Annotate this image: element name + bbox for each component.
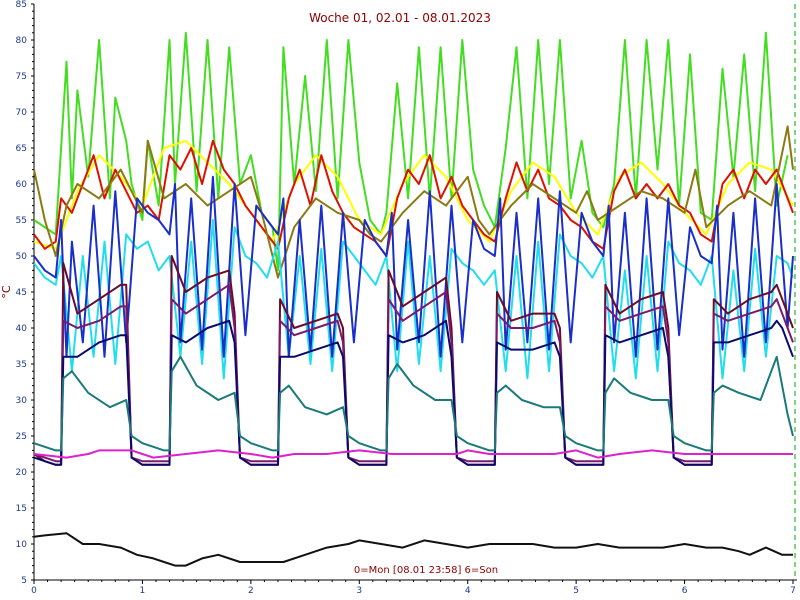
x-tick-label: 5 <box>573 586 579 596</box>
y-tick-label: 50 <box>16 252 28 262</box>
y-tick-label: 20 <box>16 468 28 478</box>
y-tick-label: 80 <box>16 36 28 46</box>
y-tick-label: 75 <box>16 72 27 82</box>
y-tick-label: 10 <box>16 540 28 550</box>
series-line-1 <box>33 31 789 272</box>
x-tick-label: 1 <box>140 586 146 596</box>
y-tick-label: 30 <box>16 396 28 406</box>
y-tick-label: 60 <box>16 180 28 190</box>
x-tick-label: 0 <box>31 586 37 596</box>
x-tick-label: 2 <box>248 586 254 596</box>
series-line-6 <box>33 175 794 358</box>
y-tick-label: 40 <box>16 324 28 334</box>
series-line-4 <box>33 125 794 279</box>
series-line-9 <box>33 319 794 466</box>
series-lines <box>33 31 794 567</box>
y-tick-label: 15 <box>16 504 27 514</box>
series-line-2 <box>33 139 794 250</box>
series-line-12 <box>33 532 793 567</box>
footnote: 0=Mon [08.01 23:58] 6=Son <box>354 565 498 576</box>
y-tick-label: 25 <box>16 432 27 442</box>
series-line-3 <box>33 139 794 257</box>
y-tick-label: 55 <box>16 216 27 226</box>
series-line-11 <box>33 449 793 459</box>
x-tick-label: 7 <box>790 586 796 596</box>
y-tick-label: 45 <box>16 288 27 298</box>
x-tick-label: 4 <box>465 586 471 596</box>
y-axis-label: °C <box>0 285 13 299</box>
series-line-5 <box>33 219 794 380</box>
y-tick-label: 65 <box>16 144 27 154</box>
y-tick-label: 5 <box>21 576 27 586</box>
series-line-10 <box>33 355 794 452</box>
x-tick-label: 3 <box>356 586 362 596</box>
y-tick-label: 70 <box>16 108 28 118</box>
chart-title: Woche 01, 02.01 - 08.01.2023 <box>309 11 491 25</box>
x-tick-label: 6 <box>682 586 688 596</box>
y-tick-label: 85 <box>16 0 27 10</box>
y-tick-label: 35 <box>16 360 27 370</box>
